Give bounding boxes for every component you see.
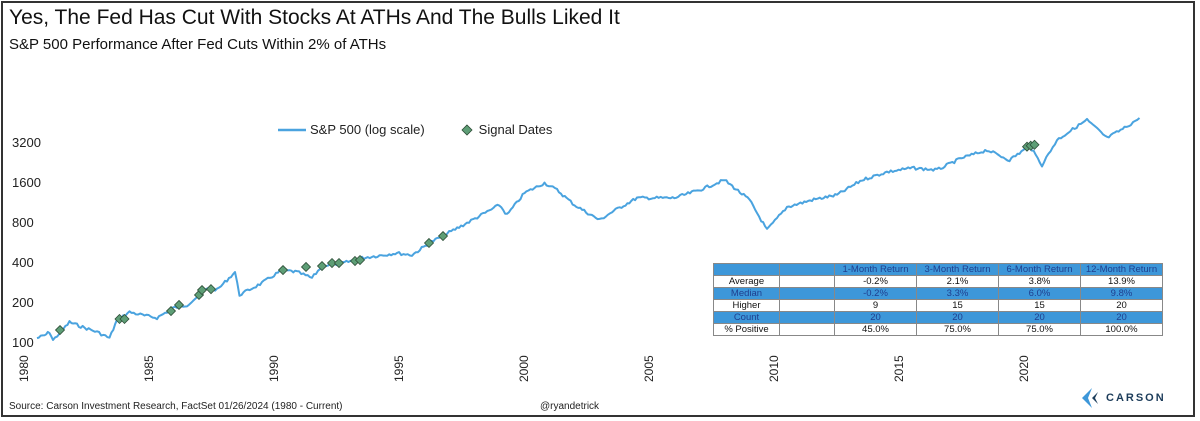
x-tick-label: 2020 <box>1017 355 1031 382</box>
x-tick-label: 1980 <box>17 355 31 382</box>
carson-logo-icon <box>1082 388 1098 408</box>
table-cell: -0.2% <box>834 275 917 288</box>
empty-cell <box>779 311 835 324</box>
table-cell: 3.3% <box>916 287 999 300</box>
table-cell: 6.0% <box>998 287 1081 300</box>
row-label: Median <box>713 287 780 300</box>
table-cell: 15 <box>998 299 1081 312</box>
signal-marker <box>326 257 338 269</box>
legend-label-sp500: S&P 500 (log scale) <box>310 122 425 137</box>
row-label: Average <box>713 275 780 288</box>
table-row: Average -0.2% 2.1% 3.8% 13.9% <box>713 275 1163 288</box>
table-cell: 9.8% <box>1080 287 1163 300</box>
table-cell: -0.2% <box>834 287 917 300</box>
x-tick-label: 1995 <box>392 355 406 382</box>
table-cell: 9 <box>834 299 917 312</box>
table-cell: 2.1% <box>916 275 999 288</box>
x-tick-label: 2010 <box>767 355 781 382</box>
y-tick-label: 3200 <box>12 135 41 150</box>
x-tick-label: 1990 <box>267 355 281 382</box>
signal-marker <box>423 237 435 249</box>
signal-marker <box>300 261 312 273</box>
table-header: 12-Month Return <box>1080 263 1163 276</box>
empty-cell <box>779 287 835 300</box>
x-tick-label: 2000 <box>517 355 531 382</box>
signal-marker <box>1029 139 1040 150</box>
table-cell: 75.0% <box>998 323 1081 336</box>
y-tick-label: 1600 <box>12 175 41 190</box>
row-label: Count <box>713 311 780 324</box>
table-row: % Positive 45.0% 75.0% 75.0% 100.0% <box>713 323 1163 336</box>
legend-diamond-swatch <box>461 123 473 136</box>
table-cell: 75.0% <box>916 323 999 336</box>
table-cell: 100.0% <box>1080 323 1163 336</box>
table-header <box>779 263 835 276</box>
table-header <box>713 263 780 276</box>
table-cell: 20 <box>998 311 1081 324</box>
table-header: 6-Month Return <box>998 263 1081 276</box>
table-cell: 15 <box>916 299 999 312</box>
author-handle: @ryandetrick <box>540 401 600 412</box>
table-cell: 3.8% <box>998 275 1081 288</box>
carson-logo: CARSON <box>1082 388 1166 408</box>
chart-subtitle: S&P 500 Performance After Fed Cuts Withi… <box>9 36 387 53</box>
table-header: 1-Month Return <box>834 263 917 276</box>
legend-label-signal: Signal Dates <box>478 122 553 137</box>
y-tick-label: 200 <box>12 295 34 310</box>
y-tick-label: 800 <box>12 215 34 230</box>
signal-marker <box>196 284 208 296</box>
signal-marker <box>165 305 177 317</box>
x-tick-label: 2015 <box>892 355 906 382</box>
row-label: Higher <box>713 299 780 312</box>
table-header-row: 1-Month Return 3-Month Return 6-Month Re… <box>713 263 1163 276</box>
signal-marker <box>437 230 449 242</box>
returns-table: 1-Month Return 3-Month Return 6-Month Re… <box>713 263 1163 336</box>
empty-cell <box>779 299 835 312</box>
source-note: Source: Carson Investment Research, Fact… <box>9 401 343 412</box>
table-cell: 20 <box>834 311 917 324</box>
table-cell: 45.0% <box>834 323 917 336</box>
table-cell: 20 <box>1080 299 1163 312</box>
table-row: Higher 9 15 15 20 <box>713 299 1163 312</box>
signal-marker <box>277 264 289 276</box>
table-row: Count 20 20 20 20 <box>713 311 1163 324</box>
signal-marker <box>333 257 345 269</box>
signal-marker <box>119 313 130 325</box>
signal-marker <box>316 260 328 272</box>
y-tick-label: 400 <box>12 255 34 270</box>
empty-cell <box>779 323 835 336</box>
legend: S&P 500 (log scale) Signal Dates <box>278 122 552 137</box>
x-tick-label: 2005 <box>642 355 656 382</box>
signal-marker <box>173 299 185 311</box>
signal-marker <box>205 284 217 295</box>
signal-marker <box>354 254 366 266</box>
table-cell: 20 <box>1080 311 1163 324</box>
signal-marker <box>54 324 66 336</box>
empty-cell <box>779 275 835 288</box>
sp500-line <box>36 117 1141 341</box>
y-tick-label: 100 <box>12 335 34 350</box>
x-tick-label: 1985 <box>142 355 156 382</box>
table-cell: 20 <box>916 311 999 324</box>
table-cell: 13.9% <box>1080 275 1163 288</box>
legend-line-swatch <box>278 128 306 131</box>
chart-title: Yes, The Fed Has Cut With Stocks At ATHs… <box>9 6 620 29</box>
table-row: Median -0.2% 3.3% 6.0% 9.8% <box>713 287 1163 300</box>
row-label: % Positive <box>713 323 780 336</box>
table-header: 3-Month Return <box>916 263 999 276</box>
